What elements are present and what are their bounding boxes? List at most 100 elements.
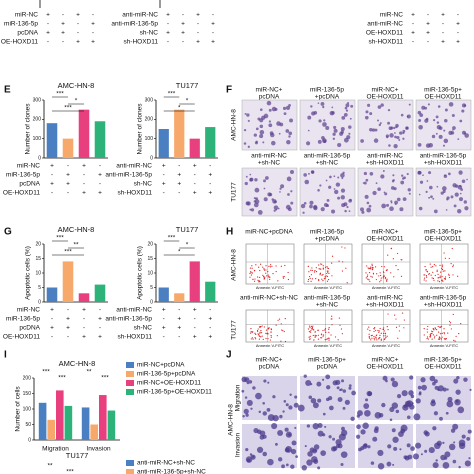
colony bbox=[464, 206, 469, 211]
cell bbox=[340, 451, 348, 458]
event bbox=[439, 276, 441, 279]
colony bbox=[393, 144, 398, 149]
event bbox=[325, 275, 327, 277]
sign: + bbox=[177, 316, 181, 323]
event bbox=[374, 326, 376, 329]
colony bbox=[436, 185, 439, 188]
cell bbox=[446, 400, 454, 408]
sign: + bbox=[196, 39, 200, 46]
sign: - bbox=[67, 334, 69, 341]
event bbox=[457, 275, 459, 277]
event bbox=[318, 268, 320, 270]
cell bbox=[398, 431, 404, 437]
x-tick-label: Migration bbox=[42, 446, 69, 453]
event bbox=[308, 336, 310, 338]
sign: + bbox=[66, 316, 70, 323]
event bbox=[317, 329, 319, 331]
event bbox=[268, 265, 270, 267]
cell bbox=[250, 407, 253, 410]
event bbox=[266, 275, 268, 277]
cell bbox=[401, 390, 408, 397]
cell bbox=[390, 377, 395, 382]
event bbox=[382, 277, 384, 279]
chart-title: TU177 bbox=[176, 81, 199, 90]
condition-label: OE-HOXD11 bbox=[3, 190, 40, 197]
column-label: miR-136-5p+ bbox=[424, 87, 462, 94]
sign: - bbox=[99, 325, 101, 332]
colony bbox=[333, 175, 336, 178]
colony bbox=[435, 132, 438, 135]
cell bbox=[455, 389, 461, 395]
cell bbox=[342, 389, 347, 393]
cell bbox=[374, 426, 379, 431]
event bbox=[327, 267, 330, 270]
colony bbox=[447, 172, 451, 176]
colony bbox=[286, 139, 291, 145]
column-label: +sh-NC bbox=[258, 160, 281, 167]
colony bbox=[367, 103, 371, 107]
event bbox=[423, 334, 425, 336]
event bbox=[425, 275, 428, 277]
colony bbox=[268, 192, 273, 197]
condition-label: sh-HOXD11 bbox=[117, 334, 152, 341]
colony bbox=[273, 205, 279, 210]
event bbox=[376, 273, 378, 275]
cell bbox=[365, 398, 369, 402]
colony bbox=[425, 190, 428, 193]
cell bbox=[452, 423, 459, 430]
column-label: miR-136-5p bbox=[310, 87, 344, 94]
sign: - bbox=[83, 325, 85, 332]
row-label: TU177 bbox=[231, 320, 238, 340]
event bbox=[377, 329, 379, 332]
colony bbox=[289, 118, 293, 123]
event bbox=[259, 269, 261, 272]
cell bbox=[377, 449, 384, 456]
event bbox=[371, 337, 373, 339]
event bbox=[282, 276, 284, 278]
colony bbox=[378, 123, 381, 127]
sign: - bbox=[412, 21, 414, 28]
event bbox=[440, 338, 443, 340]
colony bbox=[444, 108, 448, 112]
significance: ** bbox=[47, 463, 53, 470]
colony bbox=[317, 102, 320, 104]
event bbox=[262, 274, 264, 276]
bar bbox=[46, 123, 58, 158]
event bbox=[439, 326, 442, 328]
colony bbox=[457, 138, 460, 140]
colony bbox=[463, 132, 467, 135]
column-label: miR-NC+ bbox=[256, 87, 283, 94]
cell bbox=[442, 461, 450, 469]
sign: + bbox=[166, 30, 170, 37]
event bbox=[441, 332, 443, 335]
event bbox=[259, 281, 261, 283]
colony bbox=[253, 200, 257, 203]
colony bbox=[340, 127, 345, 132]
sign: + bbox=[211, 39, 215, 46]
colony bbox=[247, 119, 250, 122]
sign: + bbox=[50, 163, 54, 170]
event bbox=[423, 279, 425, 281]
event bbox=[383, 327, 385, 329]
sign: + bbox=[208, 334, 212, 341]
colony bbox=[430, 195, 433, 199]
colony bbox=[366, 201, 370, 205]
bar bbox=[174, 293, 185, 302]
event bbox=[315, 271, 318, 273]
colony bbox=[424, 118, 429, 123]
significance: ** bbox=[86, 369, 92, 376]
event bbox=[322, 265, 324, 267]
sign: + bbox=[211, 21, 215, 28]
colony bbox=[346, 205, 349, 209]
colony bbox=[243, 128, 247, 132]
sign: + bbox=[208, 190, 212, 197]
column-label: +sh-NC bbox=[316, 302, 339, 309]
y-tick-label: 100 bbox=[33, 136, 42, 142]
micrograph bbox=[416, 376, 471, 420]
sign: - bbox=[194, 181, 196, 188]
cell bbox=[324, 425, 327, 428]
event bbox=[375, 329, 377, 332]
event bbox=[430, 274, 432, 276]
event bbox=[435, 265, 437, 267]
sign: + bbox=[162, 307, 166, 314]
